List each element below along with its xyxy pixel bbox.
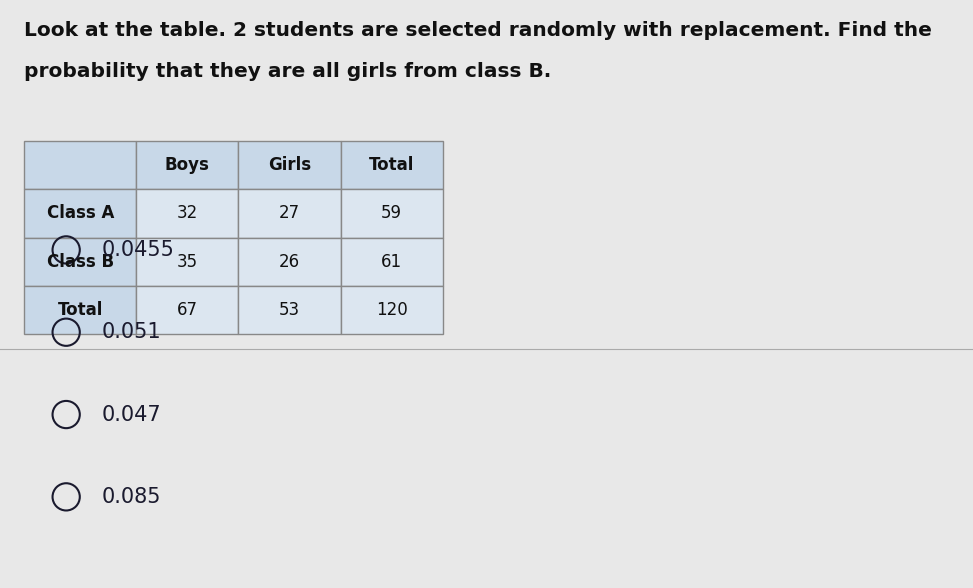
Text: 0.047: 0.047 — [101, 405, 161, 425]
Text: 120: 120 — [376, 301, 408, 319]
Text: 53: 53 — [279, 301, 300, 319]
Bar — [341, 238, 443, 286]
Bar — [24, 286, 136, 334]
Bar — [238, 286, 341, 334]
Bar — [136, 286, 238, 334]
Text: Total: Total — [369, 156, 414, 174]
Text: 61: 61 — [381, 253, 402, 270]
Bar — [238, 238, 341, 286]
Text: 32: 32 — [177, 205, 198, 222]
Text: 35: 35 — [177, 253, 198, 270]
Text: 0.0455: 0.0455 — [101, 240, 174, 260]
Text: Class A: Class A — [47, 205, 114, 222]
Text: 0.051: 0.051 — [101, 322, 161, 342]
Bar — [136, 141, 238, 189]
Text: Total: Total — [57, 301, 103, 319]
Text: 0.085: 0.085 — [101, 487, 161, 507]
Bar — [136, 189, 238, 238]
Bar — [24, 189, 136, 238]
Text: Boys: Boys — [164, 156, 210, 174]
Bar — [341, 286, 443, 334]
Text: Girls: Girls — [268, 156, 311, 174]
Bar — [238, 189, 341, 238]
Text: 67: 67 — [177, 301, 198, 319]
Bar — [341, 141, 443, 189]
Bar — [24, 238, 136, 286]
Text: Class B: Class B — [47, 253, 114, 270]
Text: probability that they are all girls from class B.: probability that they are all girls from… — [24, 62, 552, 81]
Text: Look at the table. 2 students are selected randomly with replacement. Find the: Look at the table. 2 students are select… — [24, 21, 932, 39]
Text: 59: 59 — [381, 205, 402, 222]
Text: 27: 27 — [279, 205, 300, 222]
Bar — [341, 189, 443, 238]
Text: 26: 26 — [279, 253, 300, 270]
Bar — [136, 238, 238, 286]
Bar — [238, 141, 341, 189]
Bar — [24, 141, 136, 189]
